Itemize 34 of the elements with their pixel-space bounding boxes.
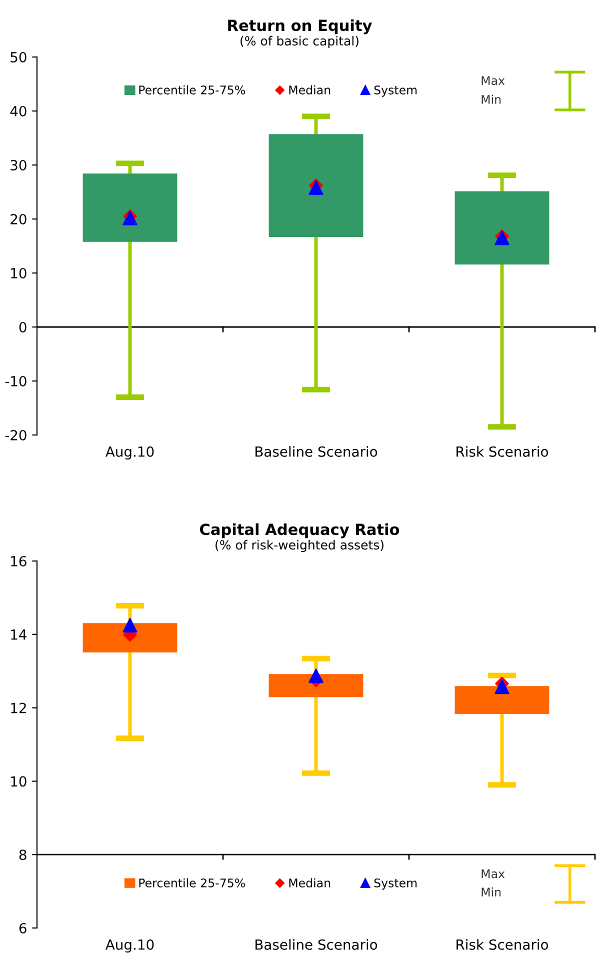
chart-title: Capital Adequacy Ratio [200,523,400,538]
y-tick-label: 0 [19,322,26,332]
legend-label: System [374,878,417,890]
legend-label: Percentile 25-75% [139,878,245,888]
legend-label: Median [289,85,330,94]
y-tick-label: -20 [5,430,26,440]
chart-title: Return on Equity [228,19,372,34]
legend-label: System [374,86,417,97]
legend-label: Percentile 25-75% [139,85,245,94]
legend-label: Median [289,878,330,888]
y-tick-label: -10 [5,376,26,386]
annotation: Max [482,869,505,878]
chart-subtitle: (% of basic capital) [240,36,358,48]
y-tick-label: 8 [19,850,26,860]
y-tick-label: 30 [10,160,26,170]
y-tick-label: 40 [10,106,26,116]
y-tick-label: 10 [11,776,26,787]
annotation: Max [482,76,505,85]
y-tick-label: 10 [11,268,26,278]
x-tick-label: Baseline Scenario [256,939,378,950]
x-tick-label: Risk Scenario [456,939,548,950]
annotation: Min [482,94,501,104]
y-tick-label: 50 [10,52,26,62]
y-tick-label: 6 [19,922,26,934]
y-tick-label: 14 [11,630,26,640]
annotation: Min [482,887,501,896]
y-tick-label: 20 [10,214,26,224]
x-tick-label: Aug.10 [106,939,154,953]
x-tick-label: Risk Scenario [456,446,548,457]
x-tick-label: Baseline Scenario [256,446,378,457]
chart-subtitle: (% of risk-weighted assets) [216,540,384,552]
x-tick-label: Aug.10 [106,446,154,460]
y-tick-label: 16 [11,556,26,566]
y-tick-label: 12 [11,702,26,714]
